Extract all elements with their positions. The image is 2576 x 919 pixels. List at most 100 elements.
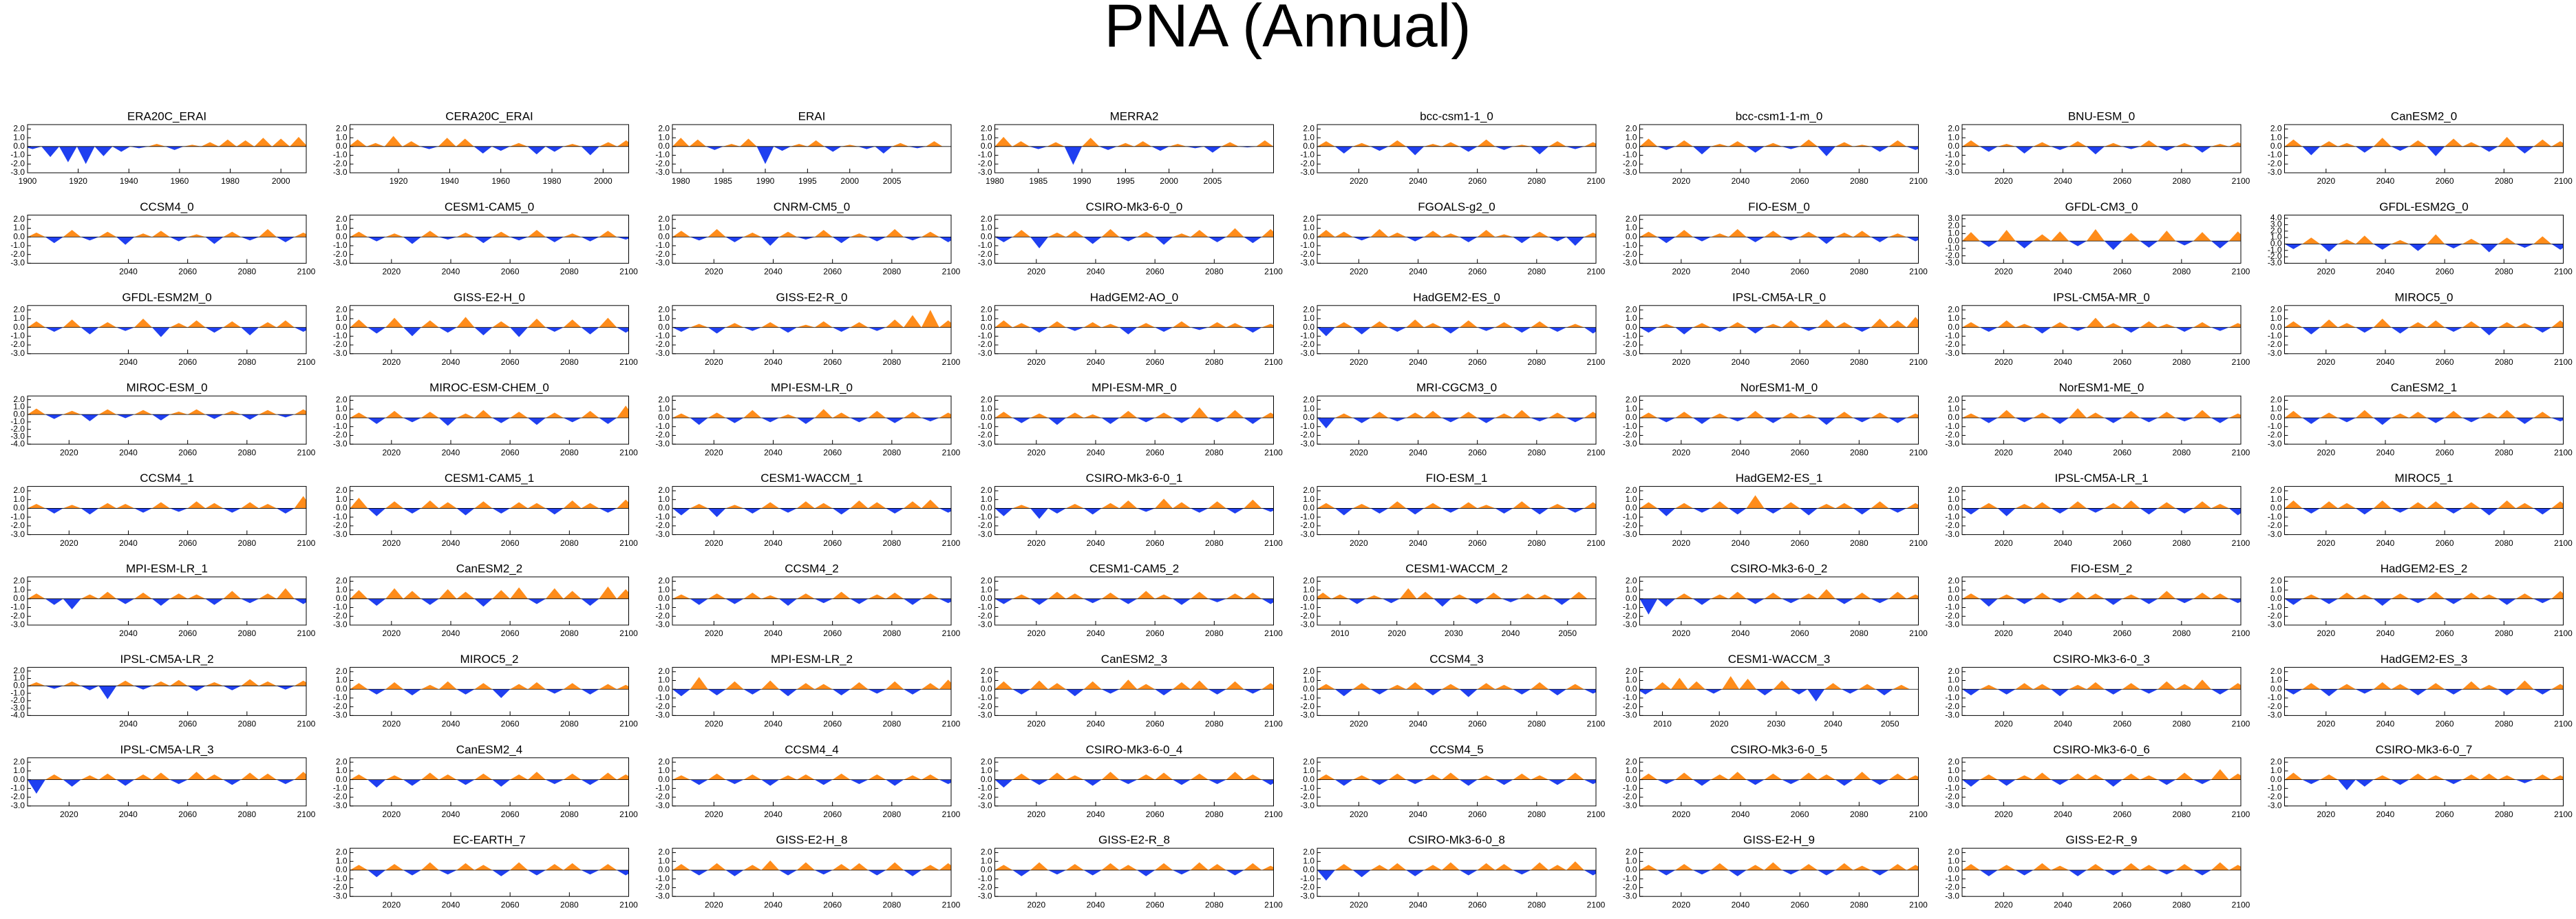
pna-spike (1548, 504, 1566, 509)
pna-spike (2302, 594, 2321, 599)
x-tick-label: 2040 (1732, 900, 1750, 909)
y-tick-label: -1.0 (1623, 421, 1637, 431)
pna-spike (1459, 870, 1478, 876)
pna-spike (2515, 418, 2534, 424)
pna-spike (1317, 230, 1335, 237)
pna-spike (850, 321, 869, 328)
plot-frame (350, 305, 629, 355)
pna-spike (259, 593, 277, 599)
pna-spike (1962, 593, 1980, 599)
pna-spike (491, 146, 510, 151)
pna-spike (761, 418, 780, 423)
y-tick-label: -1.0 (1623, 693, 1637, 702)
y-tick-label: -1.0 (2268, 602, 2282, 612)
y-tick-label: -1.0 (333, 240, 348, 250)
y-tick-label: 0.0 (336, 322, 348, 332)
panel-title: bcc-csm1-1-m_0 (1736, 109, 1823, 123)
pna-spike (841, 145, 858, 147)
x-tick-label: 2100 (1587, 900, 1606, 909)
pna-spike (492, 321, 511, 328)
pna-spike (1997, 594, 2016, 599)
pna-spike (1906, 594, 1919, 599)
pna-spike (254, 138, 273, 147)
pna-spike (850, 233, 869, 237)
x-tick-label: 1995 (798, 176, 817, 186)
pna-spike (1388, 684, 1407, 690)
panel-title: GISS-E2-H_8 (776, 834, 848, 847)
pna-spike (45, 414, 63, 419)
pna-spike (743, 508, 762, 514)
x-tick-label: 2020 (1994, 900, 2013, 909)
x-tick-label: 2020 (1672, 267, 1690, 277)
y-tick-label: 0.0 (2270, 322, 2282, 332)
plot-frame (672, 757, 952, 807)
plot-area (28, 229, 306, 245)
pna-spike (2228, 773, 2241, 780)
pna-spike (814, 779, 833, 785)
pna-spike (1334, 779, 1353, 786)
y-tick-label: 2.0 (658, 214, 670, 224)
pna-spike (98, 231, 117, 237)
pna-spike (2338, 418, 2356, 423)
plot-frame (2284, 486, 2564, 536)
plot-area (350, 681, 629, 698)
pna-spike (366, 142, 385, 147)
pna-spike (1441, 862, 1460, 871)
y-tick-label: 0.0 (13, 593, 25, 603)
y-tick-label: -1.0 (333, 331, 348, 341)
pna-spike (545, 412, 564, 419)
y-tick-label: -1.0 (978, 874, 992, 883)
y-tick-label: 1.0 (1948, 584, 1959, 594)
pna-spike (581, 598, 599, 606)
pna-spike (350, 774, 368, 780)
pna-spike (1657, 779, 1676, 784)
x-tick-label: 2060 (2113, 447, 2131, 457)
pna-spike (796, 774, 815, 780)
pna-spike (2498, 410, 2516, 419)
y-tick-label: -3.0 (655, 348, 670, 358)
pna-spike (707, 508, 726, 518)
pna-spike (1818, 146, 1835, 156)
plot-frame (350, 576, 629, 626)
panel-title: CCSM4_1 (140, 472, 193, 485)
panel-title: MIROC-ESM_0 (126, 381, 207, 394)
pna-spike (1962, 689, 1980, 696)
x-tick-label: 2020 (382, 900, 401, 909)
panel-title: CSIRO-Mk3-6-0_2 (1731, 562, 1828, 575)
pna-spike (1782, 502, 1800, 509)
pna-spike (1888, 233, 1907, 237)
pna-spike (1566, 237, 1584, 246)
pna-spike (850, 500, 869, 509)
plot-area (350, 587, 629, 607)
pna-spike (1190, 773, 1209, 780)
plot-area (994, 862, 1274, 876)
x-tick-label: 2100 (2554, 538, 2573, 548)
x-tick-label: 1985 (1029, 176, 1047, 186)
x-tick-label: 2080 (1205, 628, 1224, 638)
plot-frame (1961, 576, 2242, 626)
pna-spike (420, 146, 438, 149)
y-tick-label: 2.0 (1948, 395, 1959, 405)
pna-spike (2409, 598, 2427, 604)
pna-spike (151, 414, 170, 421)
pna-spike (2338, 142, 2356, 147)
panel-title: IPSL-CM5A-LR_1 (2054, 472, 2148, 485)
pna-spike (868, 689, 886, 694)
pna-spike (2533, 689, 2552, 695)
pna-spike (2193, 679, 2211, 690)
pna-spike (276, 588, 295, 599)
plot-area (1639, 138, 1919, 156)
x-tick-label: 2020 (1350, 538, 1368, 548)
pna-spike (1226, 681, 1244, 690)
x-tick-label: 2060 (823, 357, 842, 367)
pna-spike (81, 327, 99, 335)
pna-spike (385, 864, 404, 871)
pna-spike (2015, 504, 2034, 509)
plot-area (1639, 495, 1919, 516)
plot-frame (1639, 757, 1919, 807)
pna-spike (1406, 870, 1425, 876)
x-tick-label: 2040 (2054, 719, 2072, 729)
plot-frame (994, 486, 1274, 536)
pna-spike (2086, 682, 2105, 690)
y-tick-label: 2.0 (658, 757, 670, 766)
